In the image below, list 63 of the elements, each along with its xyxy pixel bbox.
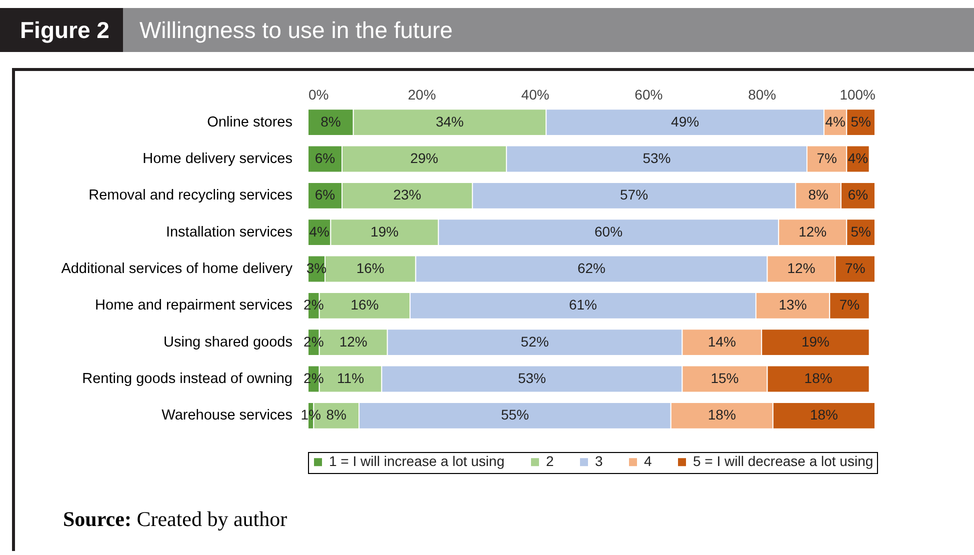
y-tick-label: Additional services of home delivery <box>61 261 294 277</box>
y-tick-label: Home delivery services <box>142 151 292 167</box>
data-label: 60% <box>594 223 623 240</box>
data-label: 16% <box>356 260 384 276</box>
data-label: 15% <box>710 370 739 386</box>
data-label: 4% <box>848 150 868 166</box>
data-label: 12% <box>339 333 368 350</box>
y-tick-label: Online stores <box>207 114 292 130</box>
data-label: 16% <box>350 296 379 313</box>
data-label: 53% <box>518 370 546 386</box>
data-label: 7% <box>816 150 837 166</box>
data-label: 34% <box>436 113 464 130</box>
data-label: 4% <box>309 223 330 240</box>
data-label: 12% <box>798 223 827 240</box>
data-label: 29% <box>410 150 438 166</box>
data-label: 7% <box>845 260 866 276</box>
y-tick-label: Installation services <box>166 224 292 240</box>
source-note: Source: Created by author <box>63 507 288 532</box>
data-label: 4% <box>825 113 846 130</box>
data-label: 11% <box>337 370 364 386</box>
x-tick-label: 0% <box>308 86 329 102</box>
text: Figure 2 <box>0 8 124 52</box>
data-label: 8% <box>320 113 341 130</box>
data-label: 18% <box>708 406 736 423</box>
chart-subtitle: Willingness to use in the future <box>138 16 453 45</box>
data-label: 12% <box>787 260 816 276</box>
data-label: 19% <box>370 223 399 240</box>
legend-label: 1 = I will increase a lot using <box>329 453 504 470</box>
x-tick-label: 80% <box>748 86 776 102</box>
y-tick-label: Warehouse services <box>162 408 292 424</box>
data-label: 14% <box>708 333 736 350</box>
data-label: 61% <box>568 296 598 313</box>
x-tick-label: 40% <box>521 86 550 102</box>
data-label: 19% <box>801 333 830 350</box>
data-label: 62% <box>577 260 606 276</box>
legend-label: 5 = I will decrease a lot using <box>693 453 874 470</box>
legend-label: 3 <box>595 453 603 470</box>
y-tick-label: Renting goods instead of owning <box>82 371 292 387</box>
data-label: 8% <box>326 406 346 423</box>
data-label: 55% <box>500 406 529 423</box>
data-label: 18% <box>810 406 838 423</box>
y-tick-label: Removal and recycling services <box>88 188 292 204</box>
data-label: 49% <box>671 113 700 130</box>
legend-label: 4 <box>644 453 652 470</box>
data-label: 6% <box>848 186 868 203</box>
data-label: 13% <box>778 296 807 313</box>
y-tick-label: Using shared goods <box>164 334 292 350</box>
x-tick-label: 60% <box>634 86 663 102</box>
data-label: 6% <box>314 150 336 166</box>
y-tick-label: Home and repairment services <box>95 298 292 314</box>
data-label: 18% <box>804 370 832 386</box>
x-tick-label: 100% <box>840 86 876 102</box>
data-label: 53% <box>642 150 671 166</box>
data-label: 5% <box>850 113 871 130</box>
data-label: 7% <box>839 296 860 313</box>
data-label: 6% <box>314 186 336 203</box>
data-label: 23% <box>393 186 422 203</box>
data-label: 52% <box>520 333 549 350</box>
data-label: 57% <box>620 186 648 203</box>
x-tick-label: 20% <box>408 86 436 102</box>
data-label: 8% <box>808 186 828 203</box>
data-label: 5% <box>850 223 871 240</box>
legend-label: 2 <box>546 453 554 470</box>
